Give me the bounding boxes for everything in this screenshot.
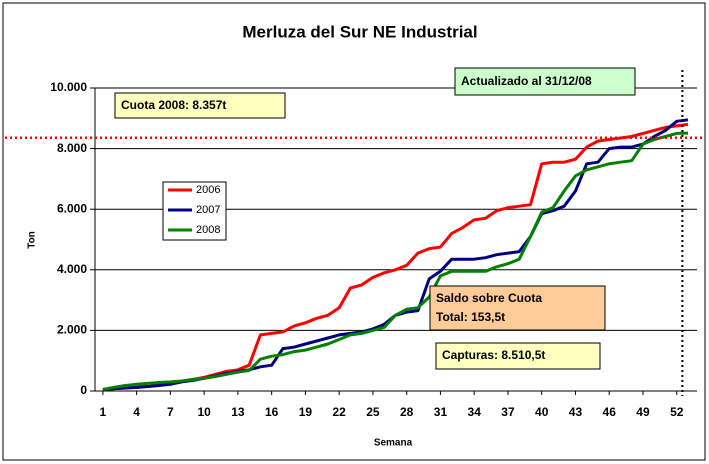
x-tick-label: 46	[603, 405, 617, 419]
x-tick-label: 43	[569, 405, 583, 419]
x-axis-label: Semana	[374, 438, 413, 449]
y-axis-label: Ton	[27, 231, 38, 249]
x-tick-label: 28	[400, 405, 414, 419]
annotation-box	[435, 342, 601, 370]
x-tick-label: 16	[265, 405, 279, 419]
plot: 0 2.000 4.000 6.000 8.000 10.000 1 4 7 10 13 16 19 22…	[5, 70, 702, 419]
x-tick-label: 34	[468, 405, 482, 419]
y-tick-label: 6.000	[57, 201, 87, 215]
x-tick-label: 31	[434, 405, 448, 419]
x-tick-label: 40	[535, 405, 549, 419]
y-tick-label: 0	[80, 383, 87, 397]
x-tick-label: 25	[366, 405, 380, 419]
annotation-box	[114, 92, 286, 119]
x-tick-label: 37	[501, 405, 515, 419]
x-tick-label: 4	[133, 405, 140, 419]
legend-label: 2008	[196, 224, 220, 236]
legend-label: 2007	[196, 204, 220, 216]
x-tick-label: 7	[167, 405, 174, 419]
y-tick-label: 10.000	[50, 80, 87, 94]
annotation: Saldo sobre Cuota	[436, 291, 542, 305]
x-tick-label: 1	[100, 405, 107, 419]
chart-title: Merluza del Sur NE Industrial	[242, 22, 477, 41]
annotation-box	[454, 67, 636, 96]
y-tick-label: 2.000	[57, 323, 87, 337]
x-tick-label: 19	[299, 405, 313, 419]
annotation: Total: 153,5t	[436, 310, 505, 324]
annotation: Actualizado al 31/12/08	[461, 74, 592, 88]
y-tick-label: 4.000	[57, 262, 87, 276]
x-tick-label: 22	[332, 405, 346, 419]
annotation-box	[429, 285, 606, 331]
legend-label: 2006	[196, 184, 220, 196]
annotation: Cuota 2008: 8.357t	[121, 98, 226, 112]
series-line	[102, 131, 689, 391]
x-tick-label: 52	[670, 405, 684, 419]
x-tick-label: 13	[231, 405, 245, 419]
y-tick-label: 8.000	[57, 141, 87, 155]
annotation: Capturas: 8.510,5t	[442, 348, 545, 362]
x-tick-label: 49	[636, 405, 650, 419]
x-tick-label: 10	[197, 405, 211, 419]
